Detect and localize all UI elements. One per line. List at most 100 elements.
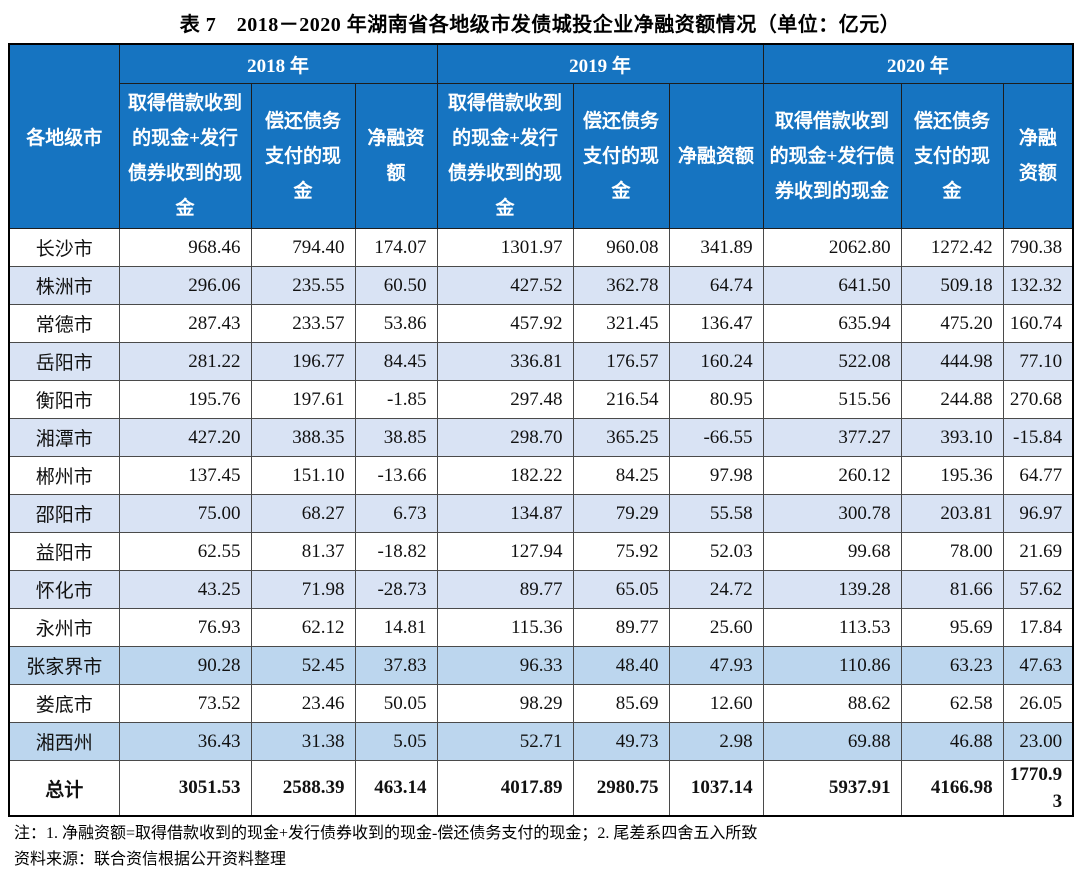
value-cell: -13.66 [354,456,438,495]
city-cell: 怀化市 [8,570,120,609]
total-value-cell: 463.14 [354,760,438,817]
value-cell: 960.08 [572,228,670,267]
value-cell: 196.77 [250,342,356,381]
value-cell: 90.28 [118,646,252,685]
subheader-netfinancing-2018: 净融资额 [354,83,438,229]
value-cell: 281.22 [118,342,252,381]
value-cell: 31.38 [250,722,356,761]
value-cell: 427.20 [118,418,252,457]
value-cell: 1301.97 [436,228,574,267]
table-header: 各地级市 2018 年 2019 年 2020 年 取得借款收到的现金+发行债券… [8,43,1074,229]
value-cell: 6.73 [354,494,438,533]
value-cell: 457.92 [436,304,574,343]
value-cell: 88.62 [762,684,902,723]
city-cell: 益阳市 [8,532,120,571]
value-cell: 52.03 [668,532,764,571]
total-row: 总计 3051.53 2588.39 463.14 4017.89 2980.75 1037… [8,760,1074,817]
value-cell: 80.95 [668,380,764,419]
value-cell: 79.29 [572,494,670,533]
value-cell: 37.83 [354,646,438,685]
city-cell: 张家界市 [8,646,120,685]
total-label-cell: 总计 [8,760,120,817]
value-cell: 174.07 [354,228,438,267]
total-value-cell: 5937.91 [762,760,902,817]
value-cell: 25.60 [668,608,764,647]
value-cell: 64.77 [1002,456,1074,495]
value-cell: 134.87 [436,494,574,533]
subheader-netfinancing-2019: 净融资额 [668,83,764,229]
city-cell: 长沙市 [8,228,120,267]
value-cell: 151.10 [250,456,356,495]
value-cell: 515.56 [762,380,902,419]
value-cell: 2062.80 [762,228,902,267]
city-cell: 岳阳市 [8,342,120,381]
value-cell: 160.24 [668,342,764,381]
value-cell: 1272.42 [900,228,1004,267]
value-cell: 84.25 [572,456,670,495]
value-cell: 377.27 [762,418,902,457]
value-cell: 81.66 [900,570,1004,609]
table-row: 长沙市 968.46 794.40 174.07 1301.97 960.08 341.89… [8,228,1074,267]
total-value-cell: 4017.89 [436,760,574,817]
source-note: 资料来源：联合资信根据公开资料整理 [14,851,287,868]
value-cell: 71.98 [250,570,356,609]
subheader-netfinancing-2020: 净融资额 [1002,83,1074,229]
value-cell: 203.81 [900,494,1004,533]
city-cell: 邵阳市 [8,494,120,533]
value-cell: 99.68 [762,532,902,571]
city-cell: 衡阳市 [8,380,120,419]
value-cell: 49.73 [572,722,670,761]
value-cell: 62.12 [250,608,356,647]
value-cell: 23.46 [250,684,356,723]
table-notes: 注：1. 净融资额=取得借款收到的现金+发行债券收到的现金-偿还债务支付的现金；… [14,821,1080,873]
value-cell: 26.05 [1002,684,1074,723]
value-cell: 444.98 [900,342,1004,381]
value-cell: 195.76 [118,380,252,419]
value-cell: 96.33 [436,646,574,685]
table-row: 娄底市 73.52 23.46 50.05 98.29 85.69 12.60 88.62 62… [8,684,1074,723]
table-row: 邵阳市 75.00 68.27 6.73 134.87 79.29 55.58 300.78 2… [8,494,1074,533]
value-cell: 160.74 [1002,304,1074,343]
table-row: 湘西州 36.43 31.38 5.05 52.71 49.73 2.98 69.88 46.8… [8,722,1074,761]
value-cell: 63.23 [900,646,1004,685]
table-title: 表 7 2018－2020 年湖南省各地级市发债城投企业净融资额情况（单位：亿元… [179,14,901,36]
value-cell: 365.25 [572,418,670,457]
value-cell: 12.60 [668,684,764,723]
table-row: 湘潭市 427.20 388.35 38.85 298.70 365.25 -66.55 37… [8,418,1074,457]
value-cell: 235.55 [250,266,356,305]
value-cell: 89.77 [572,608,670,647]
value-cell: 77.10 [1002,342,1074,381]
table-row: 岳阳市 281.22 196.77 84.45 336.81 176.57 160.24 52… [8,342,1074,381]
value-cell: 136.47 [668,304,764,343]
value-cell: 69.88 [762,722,902,761]
financing-table: 各地级市 2018 年 2019 年 2020 年 取得借款收到的现金+发行债券… [8,43,1075,817]
value-cell: 48.40 [572,646,670,685]
value-cell: 110.86 [762,646,902,685]
value-cell: 341.89 [668,228,764,267]
value-cell: 96.97 [1002,494,1074,533]
value-cell: 297.48 [436,380,574,419]
value-cell: 53.86 [354,304,438,343]
value-cell: 97.98 [668,456,764,495]
value-cell: 36.43 [118,722,252,761]
footnote: 注：1. 净融资额=取得借款收到的现金+发行债券收到的现金-偿还债务支付的现金；… [14,825,758,842]
value-cell: 38.85 [354,418,438,457]
city-cell: 郴州市 [8,456,120,495]
value-cell: 127.94 [436,532,574,571]
total-value-cell: 2980.75 [572,760,670,817]
value-cell: 52.71 [436,722,574,761]
value-cell: 46.88 [900,722,1004,761]
total-value-cell: 1037.14 [668,760,764,817]
value-cell: 2.98 [668,722,764,761]
value-cell: 641.50 [762,266,902,305]
value-cell: 47.93 [668,646,764,685]
value-cell: 47.63 [1002,646,1074,685]
value-cell: 137.45 [118,456,252,495]
value-cell: 115.36 [436,608,574,647]
value-cell: 98.29 [436,684,574,723]
total-value-cell: 3051.53 [118,760,252,817]
subheader-borrowing-2020: 取得借款收到的现金+发行债券收到的现金 [762,83,902,229]
value-cell: 73.52 [118,684,252,723]
value-cell: -15.84 [1002,418,1074,457]
value-cell: 388.35 [250,418,356,457]
